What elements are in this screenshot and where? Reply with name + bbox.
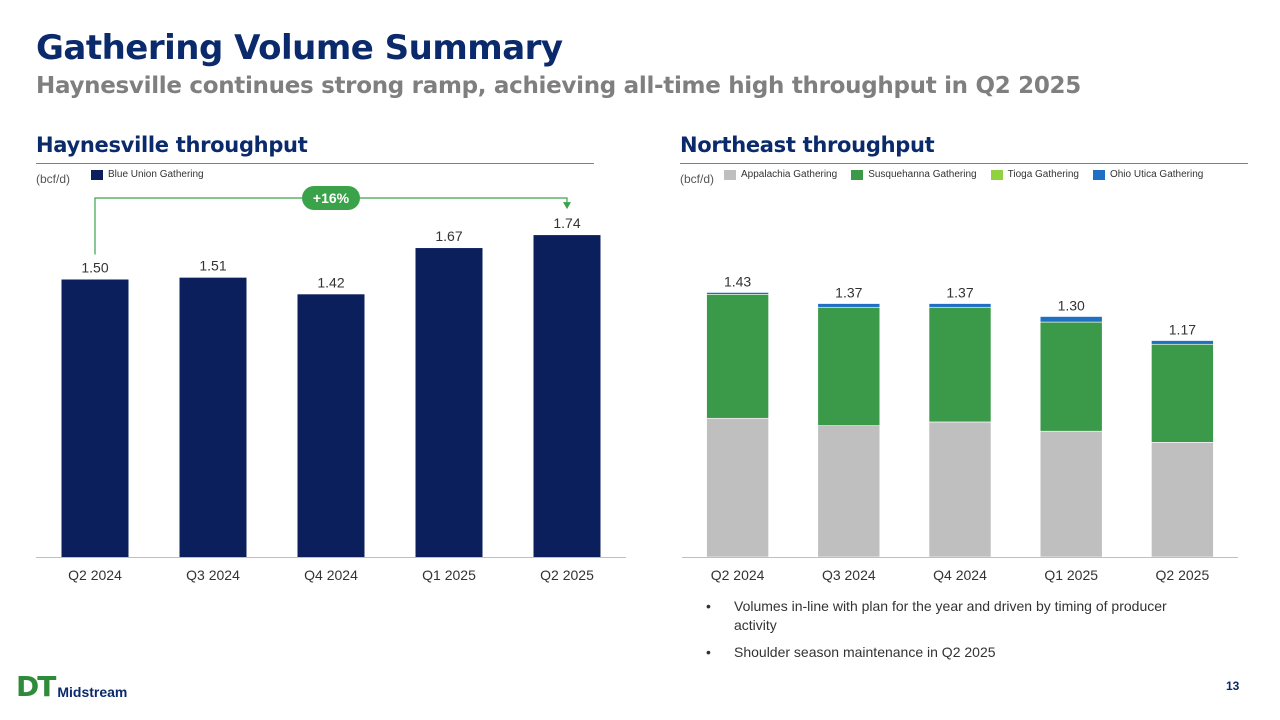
- bar-ohio-utica-gathering-q4-2024: [928, 303, 992, 308]
- northeast-unit-label: (bcf/d): [680, 172, 715, 186]
- tick-label-q2-2025: Q2 2025: [540, 567, 594, 583]
- bar-q4-2024: [297, 294, 365, 557]
- legend-swatch-susquehanna: [851, 169, 864, 180]
- growth-label: +16%: [313, 190, 350, 206]
- bar-ohio-utica-gathering-q2-2025: [1151, 340, 1214, 345]
- tick-label-q4-2024: Q4 2024: [304, 567, 358, 583]
- bar-q2-2024: [61, 279, 129, 557]
- haynesville-legend: Blue Union Gathering: [91, 169, 204, 180]
- tick-label-q4-2024: Q4 2024: [933, 567, 987, 583]
- growth-badge: [302, 186, 360, 210]
- legend-swatch-tioga: [990, 169, 1003, 180]
- bar-appalachia-gathering-q1-2025: [1039, 430, 1103, 558]
- northeast-divider: [680, 163, 1248, 164]
- total-label-q3-2024: 1.37: [835, 285, 862, 301]
- legend-swatch-blue-union: [91, 169, 103, 180]
- bar-susquehanna-gathering-q1-2025: [1039, 321, 1103, 432]
- bar-q1-2025: [415, 248, 483, 558]
- bullet-marker: •: [706, 598, 711, 614]
- legend-label-susquehanna: Susquehanna Gathering: [868, 169, 977, 180]
- bar-appalachia-gathering-q4-2024: [928, 421, 992, 558]
- legend-item-appalachia: Appalachia Gathering: [724, 169, 837, 180]
- data-label-q2-2025: 1.74: [553, 215, 580, 231]
- northeast-chart: 1.43 Q2 2024 1.37 Q3 2024 1.37 Q4 2024 1.30 Q1 …: [682, 273, 1238, 583]
- bar-ohio-utica-gathering-q1-2025: [1039, 316, 1103, 323]
- page-number: 13: [1226, 679, 1240, 693]
- bar-ohio-utica-gathering-q3-2024: [817, 303, 881, 308]
- data-label-q2-2024: 1.50: [81, 260, 108, 276]
- legend-item-blue-union: Blue Union Gathering: [91, 169, 204, 180]
- bar-q3-2024: [179, 277, 247, 557]
- bar-q2-2025: [533, 235, 601, 557]
- tick-label-q2-2025: Q2 2025: [1156, 567, 1210, 583]
- tick-label-q3-2024: Q3 2024: [186, 567, 240, 583]
- haynesville-unit-label: (bcf/d): [36, 172, 71, 186]
- data-label-q1-2025: 1.67: [435, 228, 462, 244]
- tick-label-q1-2025: Q1 2025: [1044, 567, 1098, 583]
- northeast-legend: Appalachia Gathering Susquehanna Gatheri…: [724, 169, 1203, 180]
- legend-label-appalachia: Appalachia Gathering: [741, 169, 838, 180]
- data-label-q4-2024: 1.42: [317, 274, 344, 290]
- total-label-q4-2024: 1.37: [946, 285, 973, 301]
- northeast-section-title: Northeast throughput: [680, 133, 935, 157]
- bullet-text: Volumes in-line with plan for the year a…: [734, 598, 1167, 633]
- bullet-text: Shoulder season maintenance in Q2 2025: [734, 644, 996, 660]
- haynesville-chart: 1.50 Q2 2024 1.51 Q3 2024 1.42 Q4 2024 1.67 Q1 …: [36, 186, 626, 583]
- tick-label-q2-2024: Q2 2024: [68, 567, 122, 583]
- bar-susquehanna-gathering-q2-2025: [1151, 343, 1214, 443]
- page-title: Gathering Volume Summary: [36, 28, 563, 68]
- dt-midstream-logo: DT Midstream: [16, 673, 127, 701]
- bar-appalachia-gathering-q2-2024: [706, 417, 769, 558]
- legend-item-susquehanna: Susquehanna Gathering: [851, 169, 977, 180]
- logo-mark: DT: [16, 670, 56, 703]
- bar-susquehanna-gathering-q3-2024: [817, 306, 881, 426]
- data-label-q3-2024: 1.51: [199, 258, 226, 274]
- legend-swatch-ohio-utica: [1092, 169, 1105, 180]
- tick-label-q1-2025: Q1 2025: [422, 567, 476, 583]
- legend-item-ohio-utica: Ohio Utica Gathering: [1092, 169, 1204, 180]
- bar-susquehanna-gathering-q2-2024: [706, 293, 769, 419]
- northeast-bullets: • Volumes in-line with plan for the year…: [706, 597, 1206, 670]
- logo-text: Midstream: [57, 684, 128, 700]
- legend-label-tioga: Tioga Gathering: [1007, 169, 1079, 180]
- bar-appalachia-gathering-q2-2025: [1151, 441, 1214, 558]
- bar-appalachia-gathering-q3-2024: [817, 425, 881, 558]
- haynesville-divider: [36, 163, 594, 164]
- tick-label-q2-2024: Q2 2024: [711, 567, 765, 583]
- legend-swatch-appalachia: [724, 169, 736, 180]
- legend-item-tioga: Tioga Gathering: [990, 169, 1079, 180]
- total-label-q1-2025: 1.30: [1058, 298, 1085, 314]
- bullet-item: • Shoulder season maintenance in Q2 2025: [706, 643, 1206, 662]
- total-label-q2-2024: 1.43: [724, 273, 751, 289]
- page-subtitle: Haynesville continues strong ramp, achie…: [36, 73, 1081, 99]
- bullet-marker: •: [706, 644, 711, 660]
- tick-label-q3-2024: Q3 2024: [822, 567, 876, 583]
- bar-ohio-utica-gathering-q2-2024: [706, 292, 769, 295]
- legend-label-blue-union: Blue Union Gathering: [108, 169, 204, 180]
- bar-susquehanna-gathering-q4-2024: [928, 306, 992, 423]
- haynesville-section-title: Haynesville throughput: [36, 133, 308, 157]
- bullet-item: • Volumes in-line with plan for the year…: [706, 597, 1206, 635]
- legend-label-ohio-utica: Ohio Utica Gathering: [1109, 169, 1204, 180]
- total-label-q2-2025: 1.17: [1169, 322, 1196, 338]
- growth-arrow-head: [563, 202, 571, 210]
